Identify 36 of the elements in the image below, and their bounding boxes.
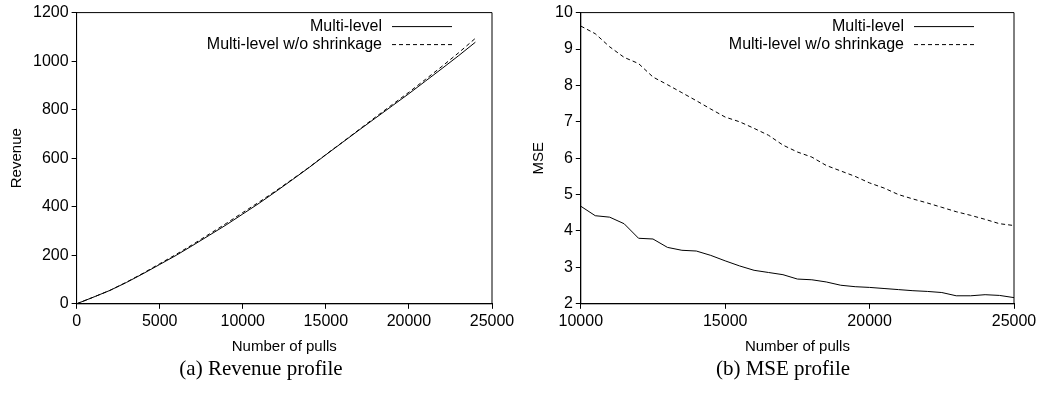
x-tick-label: 25000 [991,311,1037,329]
y-tick-label: 6 [563,148,573,166]
text: (a) Revenue profile [178,356,344,381]
y-tick-label: 9 [563,39,573,57]
y-axis-title: Revenue [7,128,25,189]
x-tick-label: 10000 [220,311,266,329]
x-axis-title: Number of pulls [744,337,850,355]
text: (b) MSE profile [714,356,852,381]
y-tick-label: 7 [563,112,573,130]
legend-label: Multi-level [309,17,382,35]
legend-label: Multi-level w/o shrinkage [206,35,383,53]
x-axis-title: Number of pulls [231,337,337,355]
y-tick-label: 10 [555,3,573,21]
y-tick-label: 1200 [33,3,69,21]
x-tick-label: 0 [72,311,82,329]
y-tick-label: 5 [563,185,573,203]
y-tick-label: 1000 [33,51,69,69]
y-tick-label: 2 [563,294,573,312]
y-tick-label: 3 [563,257,573,275]
y-tick-label: 200 [41,245,69,263]
y-tick-label: 8 [563,75,573,93]
x-tick-label: 10000 [558,311,604,329]
legend-label: Multi-level w/o shrinkage [728,35,905,53]
y-axis-title: MSE [529,141,547,175]
x-tick-label: 15000 [702,311,748,329]
x-tick-label: 5000 [141,311,178,329]
x-tick-label: 20000 [847,311,892,329]
x-tick-label: 20000 [386,311,432,329]
y-tick-label: 4 [563,221,573,239]
y-tick-label: 600 [41,148,69,166]
y-tick-label: 800 [41,100,69,118]
legend-label: Multi-level [831,17,904,35]
y-tick-label: 400 [41,197,69,215]
y-tick-label: 0 [59,294,69,312]
x-tick-label: 25000 [469,311,515,329]
x-tick-label: 15000 [303,311,349,329]
